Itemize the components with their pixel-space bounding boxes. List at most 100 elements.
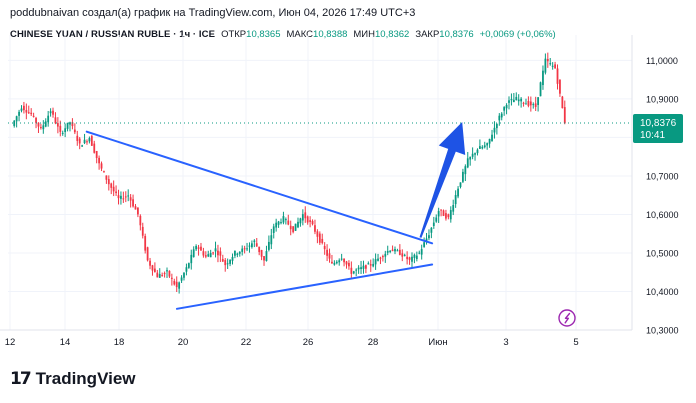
- candle-body: [129, 197, 132, 201]
- candle-body: [44, 121, 47, 127]
- candle-body: [272, 226, 275, 233]
- candle-body: [338, 260, 341, 263]
- candle-body: [515, 96, 518, 101]
- candle-body: [428, 235, 430, 239]
- candle-body: [556, 68, 559, 84]
- drawings-layer[interactable]: [85, 122, 466, 310]
- symbol-name[interactable]: CHINESE YUAN / RUSSIAN RUBLE · 1ч · ICE: [10, 29, 216, 40]
- candle-body: [132, 199, 134, 207]
- candle-body: [30, 112, 33, 115]
- candle-body: [251, 243, 253, 248]
- candle-body: [445, 213, 447, 219]
- price-tick-label: 10,9000: [646, 94, 679, 104]
- time-axis[interactable]: 12 14 18 20 22 26 28 Июн 3 5: [0, 329, 632, 348]
- candle-body: [234, 250, 236, 256]
- candle-body: [457, 188, 459, 197]
- time-tick-label: 5: [573, 337, 578, 348]
- candle-body: [323, 245, 326, 250]
- candle-body: [207, 254, 210, 257]
- low-value: 10,8362: [375, 29, 410, 40]
- candle-body: [488, 138, 491, 144]
- candle-body: [66, 122, 69, 129]
- candle-body: [110, 183, 113, 188]
- candle-body: [389, 250, 392, 253]
- price-axis[interactable]: 11,000010,900010,800010,700010,600010,50…: [631, 35, 679, 336]
- candle-body: [381, 256, 384, 258]
- time-tick-label: 28: [368, 337, 379, 348]
- candle-body: [49, 111, 52, 114]
- candle-body: [355, 269, 358, 271]
- candle-body: [95, 151, 98, 159]
- candle-body: [163, 273, 166, 275]
- candle-body: [561, 96, 564, 109]
- candle-body: [316, 231, 319, 237]
- candle-body: [452, 205, 455, 212]
- candle-body: [362, 265, 365, 269]
- candle-body: [115, 191, 117, 194]
- candle-body: [505, 104, 508, 109]
- candle-body: [270, 235, 273, 245]
- open-value: 10,8365: [246, 29, 281, 40]
- candle-body: [442, 210, 445, 216]
- candle-body: [64, 128, 67, 133]
- candle-body: [544, 58, 547, 73]
- candle-body: [491, 134, 493, 142]
- tradingview-logo[interactable]: 17 TradingView: [10, 369, 136, 389]
- candle-body: [432, 222, 435, 226]
- candle-body: [500, 113, 503, 118]
- price-tick-label: 10,6000: [646, 210, 679, 220]
- price-tick-label: 10,3000: [646, 326, 679, 336]
- candle-body: [166, 270, 168, 272]
- candle-body: [522, 102, 525, 104]
- alert-icon[interactable]: [558, 309, 576, 327]
- candle-body: [367, 263, 370, 265]
- candle-body: [246, 248, 248, 250]
- candle-body: [454, 195, 457, 205]
- candle-body: [280, 222, 282, 224]
- candle-body: [88, 138, 91, 142]
- candle-body: [554, 64, 556, 69]
- candle-body: [369, 264, 372, 266]
- candle-body: [180, 277, 183, 281]
- high-value: 10,8388: [313, 29, 348, 40]
- candle-body: [418, 252, 421, 254]
- candle-body: [357, 267, 360, 270]
- candle-body: [195, 245, 198, 250]
- candle-body: [546, 58, 549, 62]
- trendline: [85, 130, 434, 245]
- candle-body: [294, 223, 297, 231]
- candle-body: [202, 251, 205, 256]
- candle-body: [379, 257, 382, 259]
- candle-body: [348, 262, 350, 267]
- candle-body: [498, 115, 501, 121]
- candle-body: [59, 125, 62, 132]
- candle-body: [187, 263, 190, 268]
- candle-body: [539, 82, 542, 97]
- candle-body: [265, 251, 268, 262]
- candle-body: [372, 263, 375, 267]
- candle-body: [321, 238, 324, 244]
- candle-body: [314, 225, 316, 232]
- candle-body: [326, 249, 328, 256]
- candle-body: [258, 246, 261, 253]
- candle-body: [243, 248, 246, 250]
- candle-body: [440, 209, 442, 211]
- candle-body: [311, 220, 314, 225]
- candle-body: [401, 253, 404, 257]
- candle-body: [229, 259, 231, 264]
- candle-body: [105, 175, 108, 180]
- candle-body: [137, 207, 139, 215]
- candle-body: [413, 254, 416, 258]
- price-tag-background: [633, 113, 683, 143]
- candle-body: [168, 270, 171, 277]
- candle-body: [495, 124, 498, 129]
- candle-body: [512, 99, 515, 103]
- candle-body: [54, 117, 57, 124]
- candle-body: [542, 70, 544, 86]
- candle-body: [335, 261, 338, 264]
- candle-body: [214, 248, 217, 252]
- candle-body: [469, 156, 472, 160]
- candle-body: [224, 260, 227, 266]
- candle-body: [161, 274, 164, 276]
